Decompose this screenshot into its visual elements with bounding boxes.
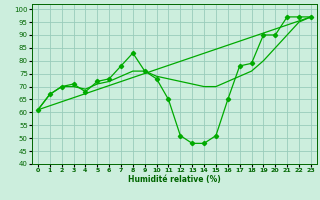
X-axis label: Humidité relative (%): Humidité relative (%) <box>128 175 221 184</box>
